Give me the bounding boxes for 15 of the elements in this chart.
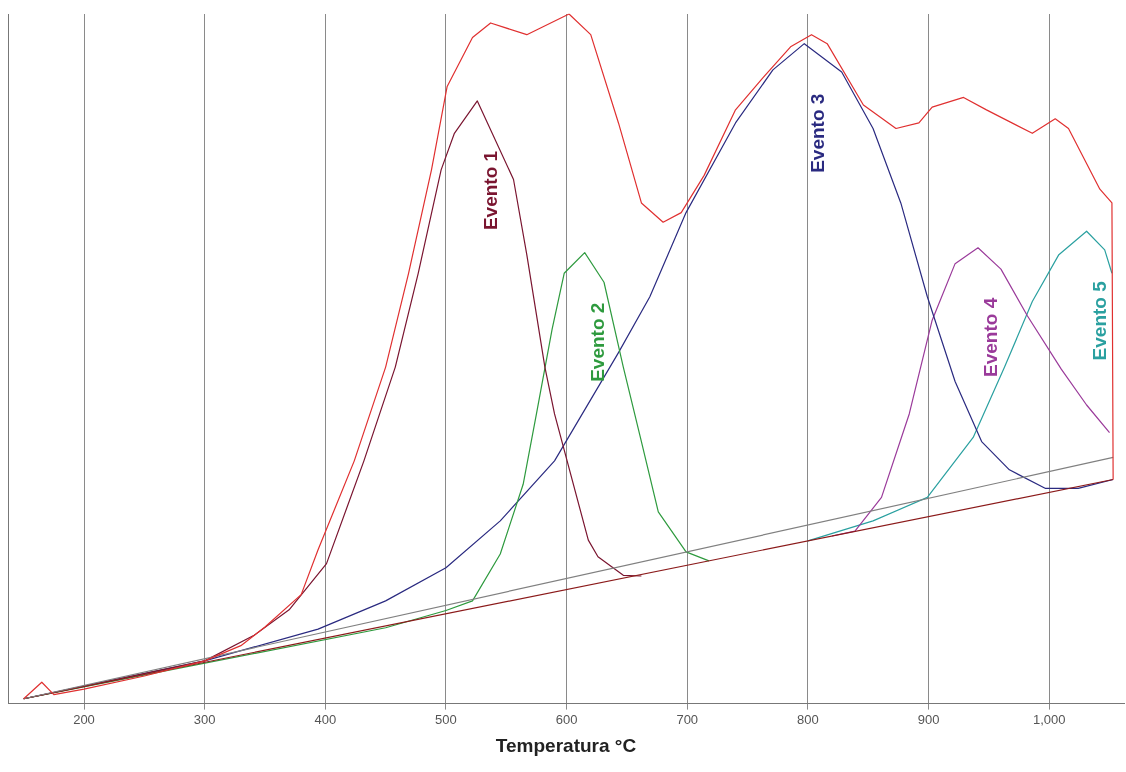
text: Evento 3: [806, 93, 828, 173]
text: Evento 2: [586, 302, 608, 382]
text: Evento 4: [980, 297, 1002, 377]
x-axis-title: Temperatura °C: [495, 734, 637, 756]
text: Evento 5: [1088, 280, 1110, 361]
x-tick-label: 900: [917, 711, 940, 727]
x-tick-label: 1,000: [1032, 711, 1066, 727]
x-tick-label: 700: [676, 711, 699, 727]
x-tick-label: 400: [314, 711, 337, 727]
x-tick-label: 800: [797, 711, 819, 727]
x-tick-label: 300: [193, 711, 216, 727]
x-tick-label: 600: [555, 711, 578, 727]
text: Evento 1: [479, 150, 501, 231]
x-tick-label: 500: [435, 711, 457, 727]
x-tick-label: 200: [73, 711, 95, 727]
